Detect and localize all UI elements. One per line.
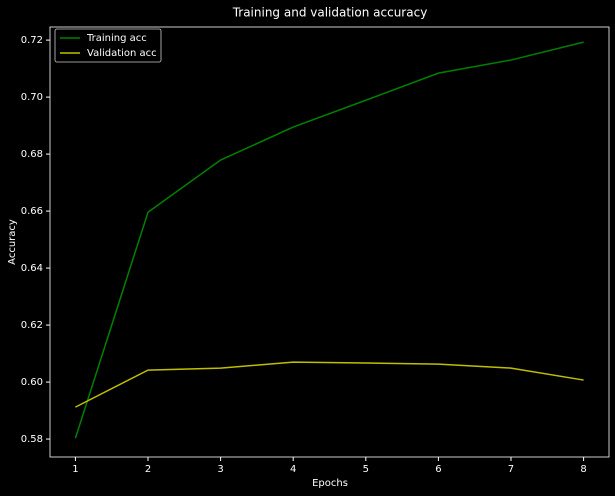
- y-tick-label: 0.62: [21, 320, 43, 331]
- y-tick-label: 0.66: [21, 206, 43, 217]
- x-tick-label: 7: [508, 464, 514, 475]
- y-tick-label: 0.60: [21, 377, 43, 388]
- x-tick-label: 8: [580, 464, 586, 475]
- x-tick-label: 6: [435, 464, 441, 475]
- legend-label: Validation acc: [87, 48, 157, 59]
- x-tick-label: 1: [72, 464, 78, 475]
- chart-title: Training and validation accuracy: [232, 6, 428, 20]
- y-tick-label: 0.64: [21, 263, 43, 274]
- data-line: [74, 41, 584, 439]
- y-tick-label: 0.72: [21, 35, 43, 46]
- x-tick-label: 2: [145, 464, 151, 475]
- x-tick-label: 4: [290, 464, 296, 475]
- y-axis-label: Accuracy: [7, 219, 18, 265]
- axes-frame: [49, 26, 610, 458]
- y-tick-label: 0.70: [21, 92, 43, 103]
- x-axis-label: Epochs: [312, 478, 348, 489]
- legend-box: [54, 28, 162, 63]
- y-tick-label: 0.68: [21, 149, 43, 160]
- x-tick-label: 5: [363, 464, 369, 475]
- y-tick-label: 0.58: [21, 434, 43, 445]
- legend-label: Training acc: [86, 33, 147, 44]
- x-tick-label: 3: [217, 464, 223, 475]
- data-line: [75, 361, 584, 408]
